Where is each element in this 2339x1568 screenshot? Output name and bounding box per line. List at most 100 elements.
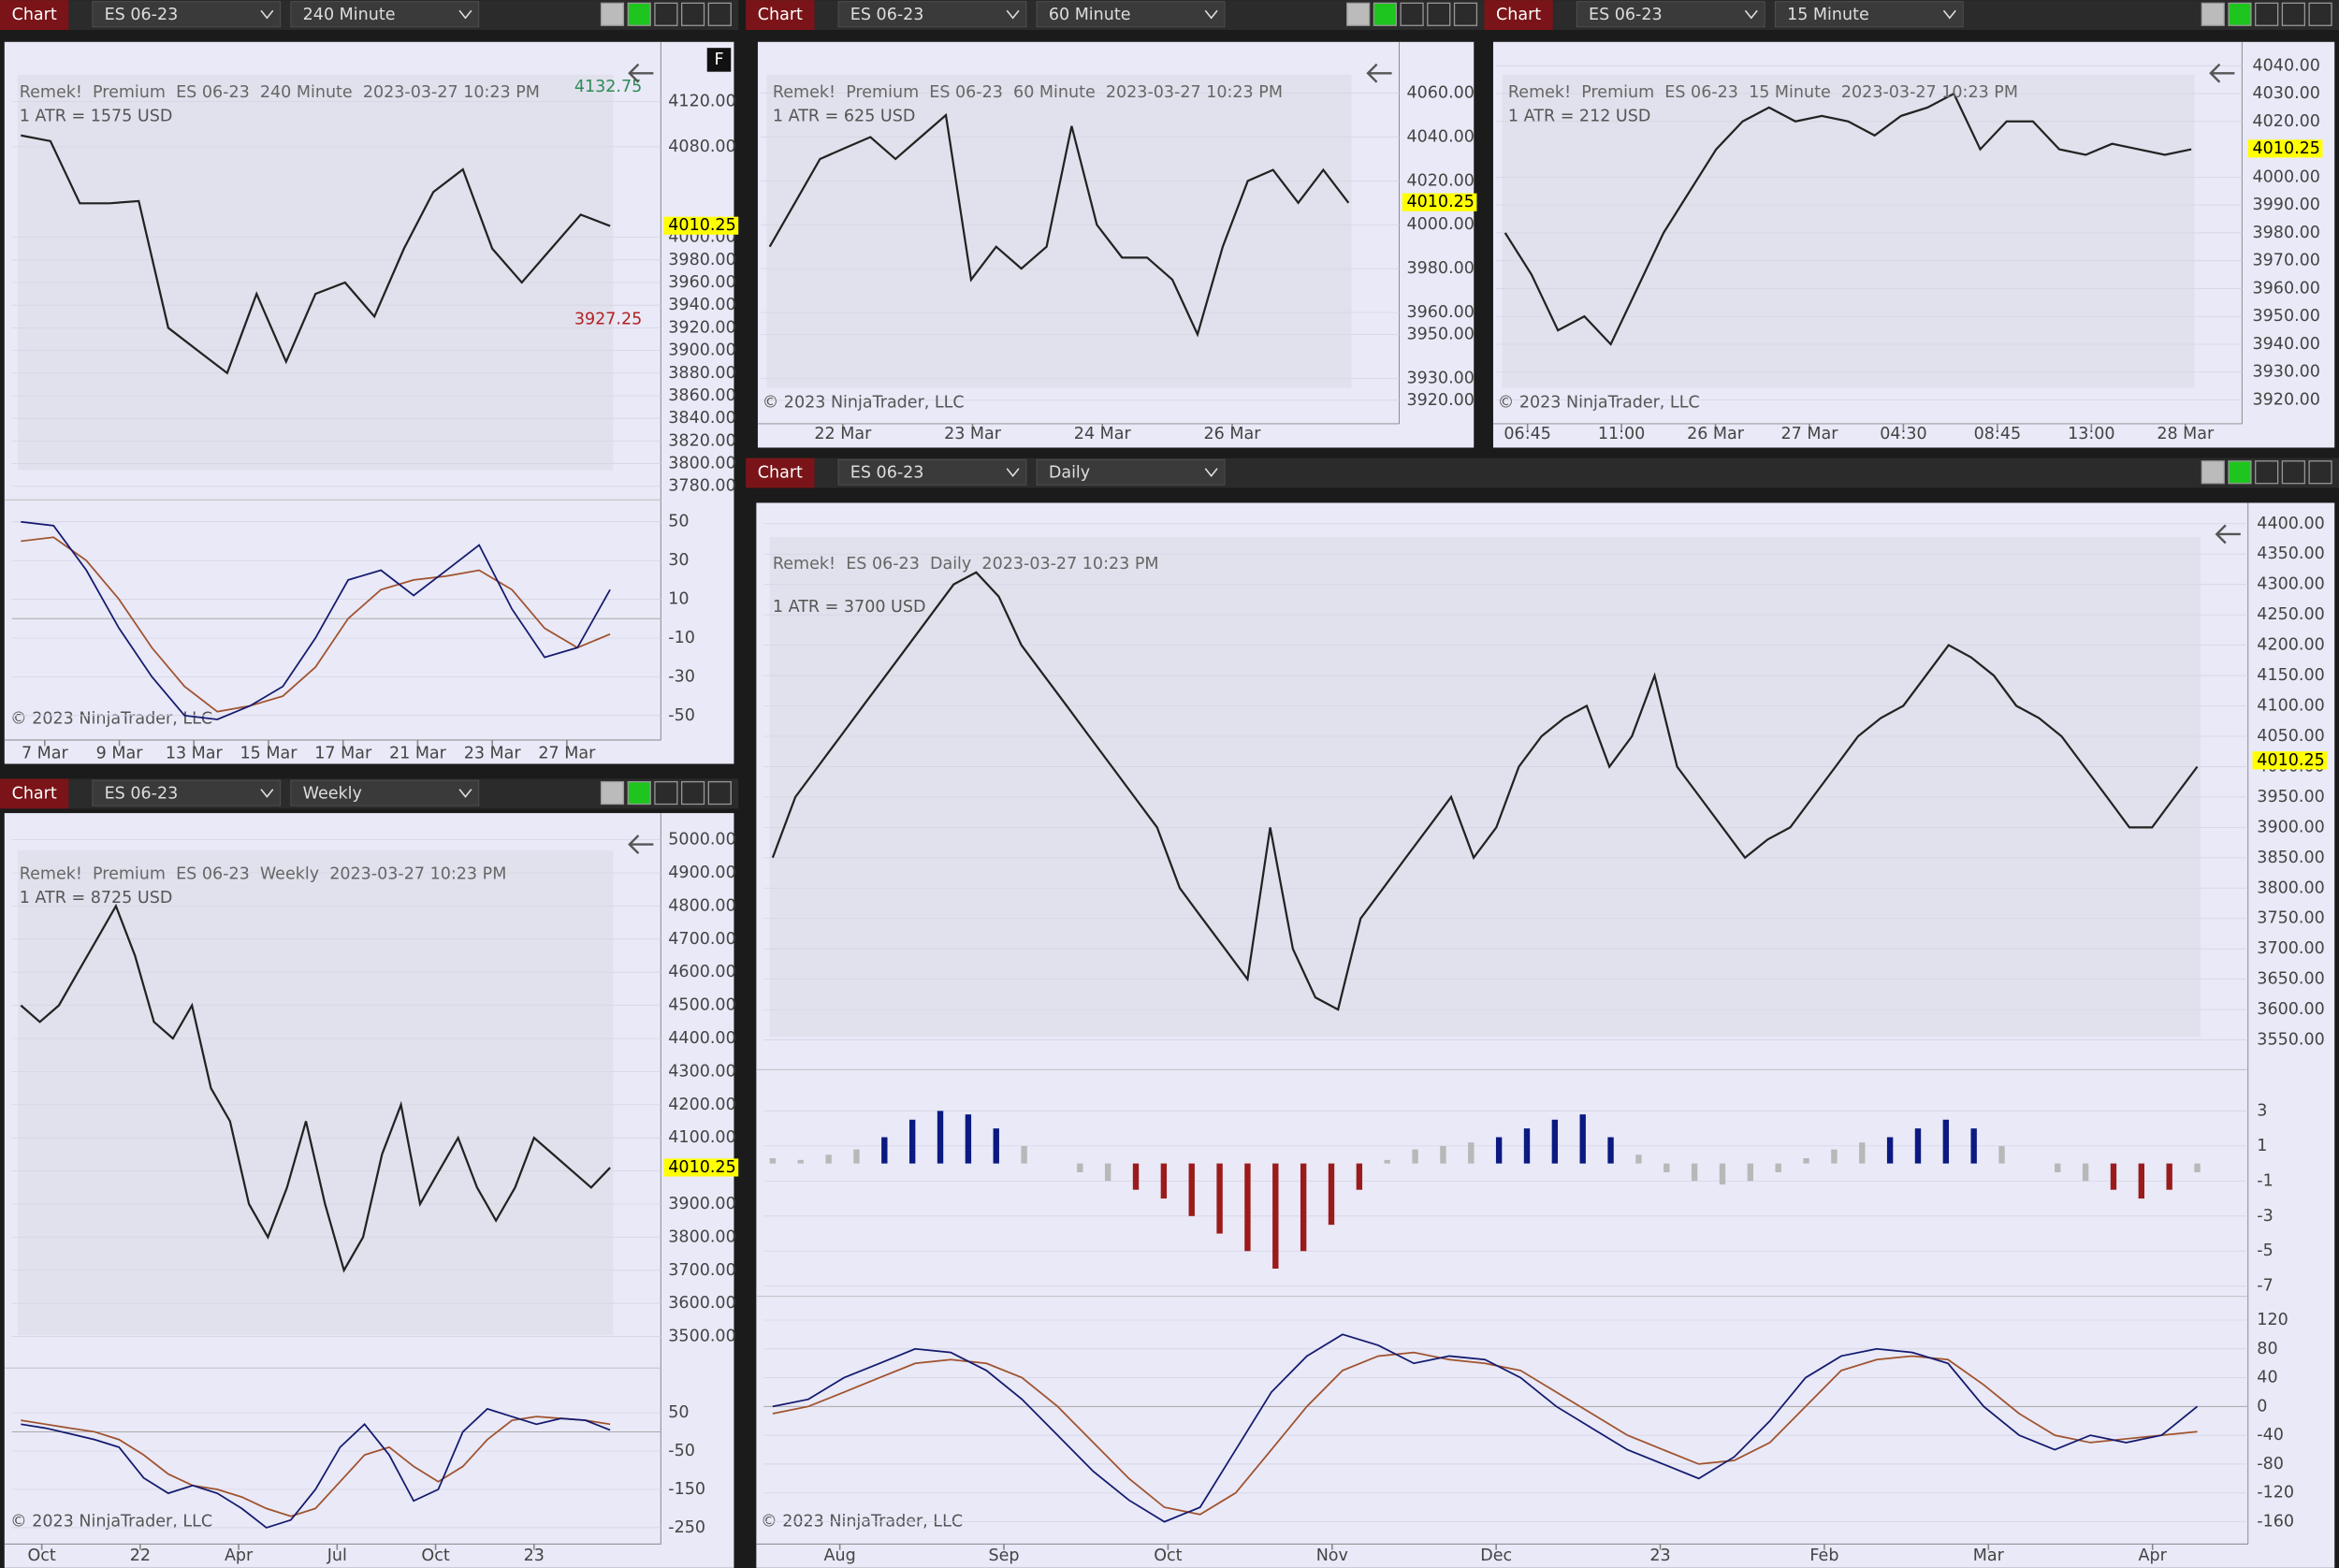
instrument-dropdown[interactable] [92, 779, 282, 806]
y-tick-label: -150 [668, 1480, 705, 1499]
instrument-value[interactable]: ES 06-23 [105, 6, 179, 24]
instrument-dropdown[interactable] [92, 1, 282, 28]
y-tick-label: 3800.00 [668, 455, 735, 473]
oscillator-slow [21, 536, 611, 713]
x-tick-label: 26 Mar [1687, 425, 1745, 443]
y-tick-label: 80 [2257, 1340, 2277, 1358]
y-tick-label: 4150.00 [2257, 666, 2324, 685]
instrument-value[interactable]: ES 06-23 [105, 784, 179, 803]
f-button[interactable] [706, 48, 732, 72]
x-tick-label: Apr [2139, 1546, 2168, 1565]
f-button-label[interactable]: F [714, 51, 723, 69]
link-button[interactable] [1346, 2, 1371, 26]
window-button[interactable] [1400, 2, 1424, 26]
histogram-bar [2055, 1163, 2061, 1172]
price-level-label: 4132.75 [574, 78, 642, 96]
interval-value[interactable]: 60 Minute [1049, 6, 1131, 24]
instrument-dropdown[interactable] [1576, 1, 1765, 28]
interval-dropdown[interactable] [1036, 458, 1226, 486]
histogram-bar [1188, 1163, 1195, 1216]
y-tick-label: 3990.00 [2253, 196, 2320, 214]
link-button[interactable] [627, 2, 651, 26]
y-tick-label: 3800.00 [668, 1227, 735, 1246]
y-tick-label: 3700.00 [2257, 939, 2324, 958]
window-button[interactable] [707, 2, 732, 26]
x-tick-label: Oct [27, 1546, 55, 1565]
chart-area [756, 502, 2335, 1568]
window-button[interactable] [2308, 2, 2332, 26]
instrument-value[interactable]: ES 06-23 [850, 6, 924, 24]
y-tick-label: 1 [2257, 1137, 2267, 1155]
histogram-bar [1579, 1114, 1586, 1164]
back-arrow[interactable] [2209, 63, 2235, 83]
oscillator-slow [772, 1351, 2198, 1516]
window-button[interactable] [2255, 2, 2279, 26]
y-tick-label: 3980.00 [1407, 259, 1475, 278]
window-button[interactable] [1453, 2, 1478, 26]
y-tick-label: 3550.00 [2257, 1031, 2324, 1050]
histogram-bar [1077, 1163, 1083, 1172]
window-button[interactable] [2281, 460, 2305, 485]
link-button[interactable] [2201, 460, 2225, 485]
window-button[interactable] [2255, 460, 2279, 485]
back-arrow[interactable] [2215, 524, 2241, 544]
link-button[interactable] [2228, 2, 2252, 26]
y-tick-label: 3950.00 [2257, 788, 2324, 806]
window-button[interactable] [2308, 460, 2332, 485]
histogram-bar [1244, 1163, 1251, 1252]
instrument-value[interactable]: ES 06-23 [850, 464, 924, 483]
interval-dropdown[interactable] [290, 779, 480, 806]
window-button[interactable] [707, 780, 732, 806]
link-button[interactable] [627, 780, 651, 806]
y-tick-label: 3920.00 [668, 318, 735, 337]
atr-label: 1 ATR = 3700 USD [773, 598, 926, 617]
instrument-value[interactable]: ES 06-23 [1589, 6, 1663, 24]
y-tick-label: 4060.00 [1407, 84, 1475, 103]
window-button[interactable] [680, 780, 705, 806]
price-line [768, 112, 1350, 338]
window-button[interactable] [2281, 2, 2305, 26]
y-tick-label: -160 [2257, 1513, 2294, 1532]
window-button[interactable] [654, 2, 678, 26]
x-tick-label: 22 Mar [814, 425, 872, 443]
histogram-bar [2110, 1163, 2117, 1190]
window-button[interactable] [680, 2, 705, 26]
instrument-dropdown[interactable] [837, 1, 1027, 28]
histogram-bar [993, 1128, 999, 1164]
chart-tab-label: Chart [1496, 6, 1541, 24]
link-button[interactable] [1373, 2, 1397, 26]
back-arrow[interactable] [628, 63, 654, 83]
y-tick-label: 4700.00 [668, 930, 735, 949]
interval-value[interactable]: Daily [1049, 464, 1090, 483]
back-arrow[interactable] [628, 835, 654, 854]
interval-dropdown[interactable] [1774, 1, 1964, 28]
y-tick-label: 4030.00 [2253, 84, 2320, 103]
dropdown-arrow [458, 9, 472, 20]
window-button[interactable] [1427, 2, 1451, 26]
interval-value[interactable]: 240 Minute [303, 6, 396, 24]
interval-value[interactable]: Weekly [303, 784, 362, 803]
y-tick-label: -7 [2257, 1277, 2273, 1296]
histogram-bar [825, 1154, 832, 1164]
histogram-bar [1747, 1163, 1754, 1182]
atr-label: 1 ATR = 212 USD [1508, 108, 1650, 126]
window-button[interactable] [654, 780, 678, 806]
interval-value[interactable]: 15 Minute [1787, 6, 1869, 24]
back-arrow[interactable] [1366, 63, 1392, 83]
y-tick-label: 3920.00 [2253, 391, 2320, 410]
link-button[interactable] [2228, 460, 2252, 485]
y-tick-label: -250 [668, 1518, 705, 1537]
price-tag [663, 1158, 739, 1177]
x-tick-label: Aug [824, 1546, 856, 1565]
y-tick-label: 3980.00 [2253, 224, 2320, 242]
link-button[interactable] [600, 2, 625, 26]
chart-title: Remek! ES 06-23 Daily 2023-03-27 10:23 P… [773, 555, 1159, 573]
link-button[interactable] [600, 780, 625, 806]
histogram-bar [1272, 1163, 1279, 1269]
interval-dropdown[interactable] [1036, 1, 1226, 28]
interval-dropdown[interactable] [290, 1, 480, 28]
histogram-bar [2082, 1163, 2089, 1182]
histogram-bar [1384, 1159, 1390, 1164]
instrument-dropdown[interactable] [837, 458, 1027, 486]
link-button[interactable] [2201, 2, 2225, 26]
